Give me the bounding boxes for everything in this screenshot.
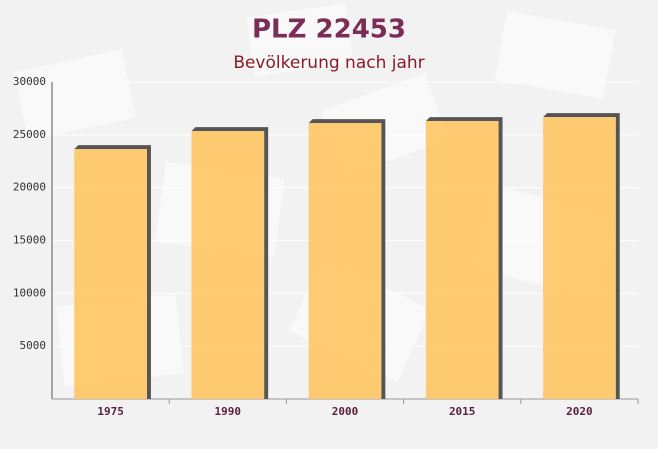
x-tick-label: 2020	[566, 405, 593, 418]
x-tick-label: 2000	[332, 405, 359, 418]
bar	[425, 121, 499, 399]
bar	[74, 149, 147, 399]
x-tick-label: 2015	[449, 405, 476, 418]
y-tick-label: 5000	[20, 339, 47, 352]
chart-title: PLZ 22453	[252, 15, 406, 45]
y-tick-label: 10000	[13, 286, 46, 299]
y-tick-label: 25000	[13, 128, 46, 141]
bar	[543, 117, 616, 400]
y-tick-label: 15000	[13, 234, 46, 247]
bar	[191, 131, 265, 399]
x-tick-label: 1975	[97, 405, 124, 418]
x-tick-label: 1990	[215, 405, 242, 418]
chart-subtitle: Bevölkerung nach jahr	[233, 53, 424, 73]
y-tick-label: 20000	[13, 181, 46, 194]
bar	[308, 123, 382, 399]
y-tick-label: 30000	[13, 75, 46, 88]
